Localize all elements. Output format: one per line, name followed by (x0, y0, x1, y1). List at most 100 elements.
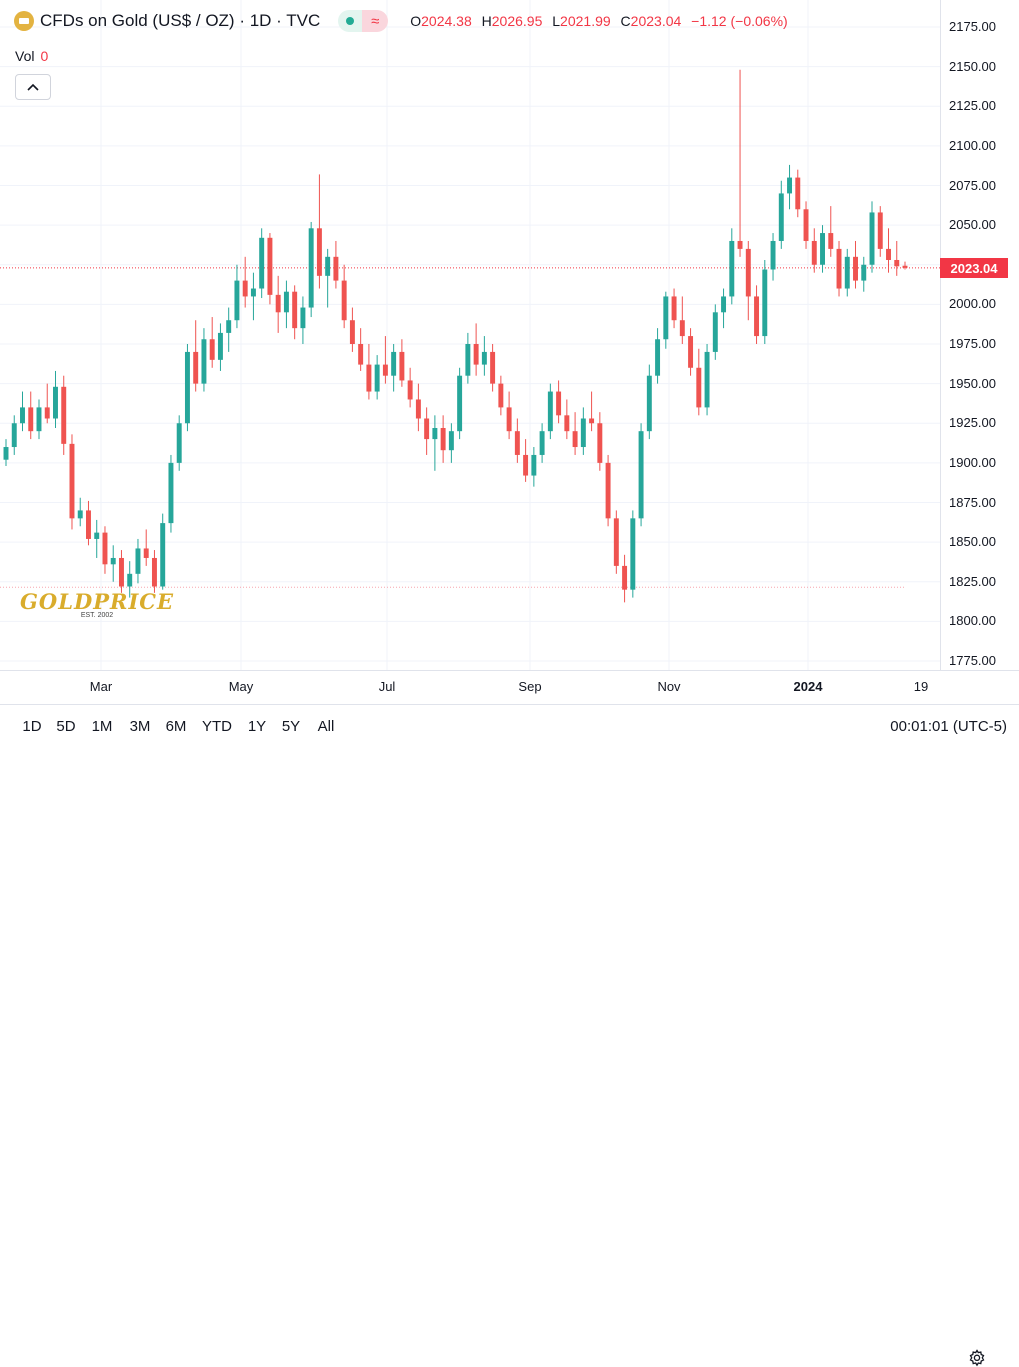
candle-body (308, 228, 314, 308)
timezone-clock[interactable]: 00:01:01 (UTC-5) (890, 718, 1007, 735)
price-tick-label: 2050.00 (949, 217, 996, 233)
candle (300, 296, 306, 344)
candle-body (217, 332, 223, 360)
candle-body (655, 339, 661, 376)
range-button-6m[interactable]: 6M (165, 718, 187, 735)
candle-body (259, 237, 265, 289)
candle (44, 383, 50, 424)
candle (259, 228, 265, 299)
market-status-pill[interactable]: ≈ (338, 10, 389, 32)
candle (547, 383, 553, 440)
candle (94, 519, 100, 558)
candle (20, 391, 25, 432)
candle (539, 423, 545, 463)
candle (209, 317, 215, 368)
candle (886, 228, 891, 273)
range-button-1y[interactable]: 1Y (247, 718, 267, 735)
candle (382, 336, 388, 384)
candle (36, 399, 42, 440)
candle (613, 510, 619, 574)
candle-body (704, 351, 710, 408)
candle (679, 296, 685, 344)
candle (902, 261, 908, 270)
low-label: L (552, 13, 561, 29)
range-button-ytd[interactable]: YTD (202, 718, 232, 735)
candle (151, 550, 157, 593)
candle-body (242, 280, 248, 297)
candle (366, 344, 372, 400)
candle-body (853, 256, 858, 281)
price-axis[interactable]: 2175.00 2150.00 2125.00 2100.00 2075.00 2050.… (940, 0, 1019, 670)
candle-body (729, 240, 735, 297)
candle-body (671, 296, 677, 321)
candle (688, 328, 694, 376)
candle-body (572, 431, 578, 448)
candle (440, 415, 446, 463)
candle-body (234, 280, 240, 321)
time-tick-label: May (228, 679, 254, 694)
candle-body (176, 423, 182, 463)
candle-body (135, 548, 141, 574)
ohlc-values: O2024.38 H2026.95 L2021.99 C2023.04 −1.1… (410, 13, 787, 29)
candle (341, 264, 347, 329)
candle-body (366, 364, 372, 392)
candle (622, 554, 628, 603)
settings-gear-icon[interactable] (968, 1349, 986, 1367)
range-button-5d[interactable]: 5D (56, 718, 76, 735)
open-label: O (410, 13, 422, 29)
range-button-all[interactable]: All (317, 718, 335, 735)
candle (184, 344, 190, 432)
candle-body (184, 351, 190, 424)
status-dot-icon (346, 17, 355, 25)
range-button-1m[interactable]: 1M (91, 718, 113, 735)
candle-body (391, 351, 397, 376)
market-open-indicator[interactable] (338, 10, 363, 32)
candle (671, 288, 677, 329)
candle-body (646, 375, 652, 432)
candle-body (630, 518, 636, 590)
candle-body (803, 209, 809, 241)
candle-body (36, 407, 42, 432)
candle-body (787, 177, 793, 194)
candle (754, 285, 760, 344)
goldprice-watermark: GOLDPRICE EST. 2002 (20, 589, 174, 619)
candle-body (795, 177, 801, 210)
candle-body (77, 510, 83, 519)
time-axis[interactable]: Mar May Jul Sep Nov 2024 19 (0, 670, 1019, 1367)
chart-area[interactable]: CFDs on Gold (US$ / OZ) · 1D · TVC ≈ O20… (0, 0, 940, 670)
range-button-3m[interactable]: 3M (129, 718, 151, 735)
range-button-5y[interactable]: 5Y (281, 718, 301, 735)
candle (53, 370, 58, 429)
candle (325, 248, 331, 308)
collapse-legend-button[interactable] (15, 74, 51, 100)
range-button-1d[interactable]: 1D (22, 718, 42, 735)
approx-icon[interactable]: ≈ (362, 10, 389, 32)
candle (655, 328, 661, 384)
candle-body (531, 454, 537, 476)
candle (498, 375, 504, 416)
candle (135, 538, 141, 584)
candle (473, 323, 479, 376)
candle-body (292, 291, 298, 329)
watermark-text: GOLDPRICE (20, 589, 174, 614)
candle (861, 256, 867, 292)
candle-body (902, 265, 908, 268)
time-tick-label: Jul (378, 679, 396, 694)
candle-body (556, 391, 562, 416)
candle (308, 221, 314, 318)
candle (589, 391, 595, 432)
candle (869, 201, 875, 273)
candle (391, 344, 397, 392)
candle-body (745, 248, 751, 297)
candlestick-chart[interactable] (0, 0, 940, 670)
candle (580, 407, 586, 455)
candle-body (424, 418, 430, 440)
candle (226, 307, 232, 352)
candle (481, 336, 487, 376)
volume-legend: Vol 0 (15, 48, 48, 64)
candle (217, 323, 223, 371)
chart-legend: CFDs on Gold (US$ / OZ) · 1D · TVC ≈ O20… (14, 10, 788, 32)
symbol-title[interactable]: CFDs on Gold (US$ / OZ) · 1D · TVC (40, 11, 321, 30)
candle (597, 412, 603, 471)
candle (894, 240, 900, 276)
